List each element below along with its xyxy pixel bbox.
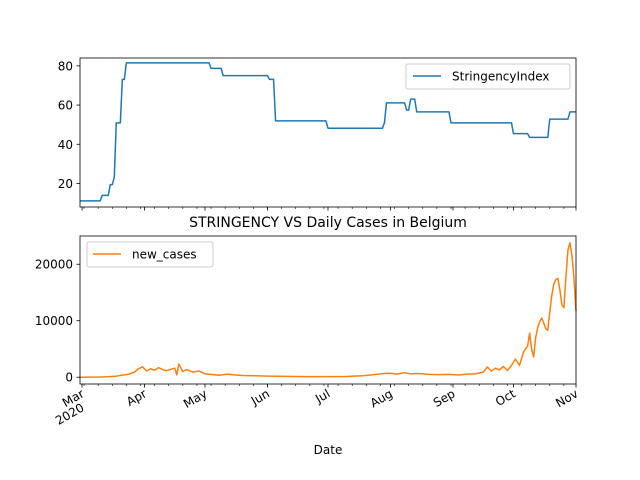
y-tick-label: 80: [58, 59, 73, 73]
cases-series-group: [79, 242, 577, 378]
stringency-legend-label: StringencyIndex: [452, 70, 550, 84]
stringency-series-group: [80, 62, 576, 202]
cases-legend-label: new_cases: [132, 248, 197, 262]
cases-legend-box: [86, 241, 214, 268]
y-tick-label: 40: [58, 138, 73, 152]
series-line-new_cases: [79, 242, 577, 378]
y-tick-label: 0: [65, 371, 73, 385]
chart-title: STRINGENCY VS Daily Cases in Belgium: [189, 215, 467, 231]
cases-y-ticks: 0 10000 20000: [35, 258, 80, 385]
y-tick-label: 60: [58, 99, 73, 113]
x-tick-label: Jul: [312, 386, 332, 406]
stringency-legend: StringencyIndex: [405, 63, 571, 90]
y-tick-label: 20: [58, 177, 73, 191]
stringency-plot: 20 40 60 80 StringencyIndex: [58, 57, 577, 211]
y-tick-label: 10000: [35, 314, 73, 328]
cases-plot-frame: [79, 235, 577, 385]
stringency-plot-frame: [79, 57, 577, 208]
y-tick-label: 20000: [35, 258, 73, 272]
stringency-y-ticks: 20 40 60 80: [58, 59, 80, 191]
x-axis-label: Date: [314, 443, 343, 457]
cases-legend: new_cases: [86, 241, 214, 268]
stringency-legend-box: [405, 63, 571, 90]
series-line-StringencyIndex: [80, 62, 576, 202]
